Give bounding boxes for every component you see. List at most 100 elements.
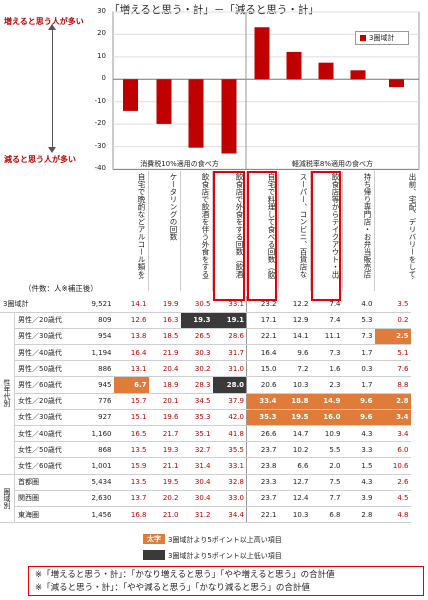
- table-cell: 22.1: [246, 328, 279, 346]
- row-label: 女性／40歳代: [14, 425, 77, 443]
- table-cell: 13.7: [113, 490, 149, 507]
- table-cell: 33.0: [212, 490, 247, 507]
- table-cell: 34.5: [180, 393, 213, 410]
- bar: [123, 79, 138, 111]
- table-cell: 26.5: [180, 328, 213, 346]
- table-cell: 19.3: [148, 441, 181, 459]
- column-separator: [342, 171, 343, 291]
- table-cell: 0.3: [342, 360, 375, 378]
- table-cell: 9.6: [342, 393, 375, 410]
- table-cell: 18.9: [148, 376, 181, 394]
- table-cell: 37.9: [212, 393, 247, 410]
- table-cell: 16.0: [310, 409, 343, 427]
- y-tick-label: 20: [97, 29, 106, 38]
- table-cell: 28.0: [212, 376, 247, 394]
- table-cell: 4.3: [342, 425, 375, 443]
- table-cell: 15.9: [113, 457, 149, 475]
- table-cell: 21.7: [148, 425, 181, 443]
- y-tick-label: -20: [94, 119, 106, 128]
- table-cell: 19.1: [212, 312, 247, 329]
- table-cell: 23.7: [246, 441, 279, 459]
- table-cell: 14.1: [113, 296, 149, 313]
- table-cell: 20.6: [246, 376, 279, 394]
- table-cell: 10.9: [310, 425, 343, 443]
- column-header: 飲食店で飲酒を伴う外食をする回数（※飲酒のみの場合も含む）: [182, 173, 210, 279]
- table-cell: 33.4: [246, 393, 279, 410]
- table-cell: 7.2: [278, 360, 311, 378]
- group-label: 性年代別: [0, 312, 15, 475]
- row-count: 5,434: [76, 474, 114, 491]
- table-cell: 14.1: [278, 328, 311, 346]
- group-label: 圏域別: [0, 474, 15, 524]
- row-count: 9,521: [76, 296, 114, 313]
- table-cell: 26.6: [246, 425, 279, 443]
- table-cell: 16.4: [246, 344, 279, 362]
- table-cell: 31.4: [180, 457, 213, 475]
- table-cell: 16.3: [148, 312, 181, 329]
- highlight-box: [213, 171, 245, 301]
- highlight-box: [311, 171, 341, 301]
- bar: [350, 70, 366, 80]
- row-label: 東海圏: [14, 506, 77, 524]
- table-cell: 7.3: [342, 328, 375, 346]
- table-cell: 33.1: [212, 296, 247, 313]
- footnote-1: ※「増えると思う・計」：「かなり増えると思う」「やや増えると思う」の合計値: [35, 570, 335, 580]
- table-cell: 15.1: [113, 409, 149, 427]
- column-separator: [278, 171, 279, 291]
- data-table: 3圏域計 9,521 14.1 19.9 30.5 33.1 23.2 12.2 7.4 4.0 3…: [0, 296, 411, 524]
- table-cell: 31.2: [180, 506, 213, 524]
- bars: [123, 27, 404, 154]
- table-row: 3圏域計 9,521 14.1 19.9 30.5 33.1 23.2 12.2 7.4 4.0 3…: [0, 296, 411, 313]
- row-count: 945: [76, 376, 114, 394]
- table-cell: 19.3: [180, 312, 213, 329]
- row-count: 776: [76, 393, 114, 410]
- table-row: 性年代別 男性／20歳代 809 12.6 16.3 19.3 19.1 17.1 12.9 7.…: [0, 312, 411, 475]
- table-row: 東海圏 1,456 16.8 21.0 31.2 34.4 22.1 10.3 6.8 2.8 4.…: [0, 506, 411, 524]
- column-separator: [310, 171, 311, 291]
- table-cell: 30.5: [180, 296, 213, 313]
- row-label: 男性／60歳代: [14, 376, 77, 394]
- table-cell: 6.8: [310, 506, 343, 524]
- column-header: ケータリングの回数: [169, 173, 178, 241]
- note-high-text: 3圏域計より5ポイント以上高い項目: [168, 536, 282, 544]
- row-label: 女性／60歳代: [14, 457, 77, 475]
- row-count: 809: [76, 312, 114, 329]
- row-count: 954: [76, 328, 114, 346]
- table-cell: 13.5: [113, 441, 149, 459]
- table-cell: 34.4: [212, 506, 247, 524]
- table-cell: 15.7: [113, 393, 149, 410]
- table-cell: 12.9: [278, 312, 311, 329]
- column-separator: [212, 171, 213, 291]
- table-cell: 12.4: [278, 490, 311, 507]
- table-cell: 30.4: [180, 490, 213, 507]
- table-cell: 1.6: [310, 360, 343, 378]
- table-cell: 3.4: [374, 409, 411, 427]
- column-header: 持ち帰り専門店・お弁当販売店などを利用する回数: [363, 173, 372, 279]
- table-cell: 7.5: [310, 474, 343, 491]
- bar: [156, 79, 172, 124]
- row-label: 3圏域計: [0, 296, 77, 313]
- table-cell: 2.8: [374, 393, 411, 410]
- row-label: 女性／20歳代: [14, 393, 77, 410]
- column-separator: [180, 171, 181, 291]
- legend-swatch: [360, 35, 366, 41]
- table-cell: 1.7: [342, 376, 375, 394]
- table-cell: 1.5: [342, 457, 375, 475]
- table-cell: 18.5: [148, 328, 181, 346]
- table-row: 女性／30歳代 927 15.1 19.6 35.3 42.0 35.3 19.5 16.0 9.…: [0, 409, 411, 427]
- table-cell: 33.1: [212, 457, 247, 475]
- table-cell: 42.0: [212, 409, 247, 427]
- table-cell: 20.2: [148, 490, 181, 507]
- table-cell: 2.6: [374, 474, 411, 491]
- table-cell: 30.2: [180, 360, 213, 378]
- row-label: 関西圏: [14, 490, 77, 507]
- table-cell: 3.3: [342, 441, 375, 459]
- table-cell: 10.3: [278, 376, 311, 394]
- row-label: 男性／50歳代: [14, 360, 77, 378]
- side-label-up: 増えると思う人が多い: [4, 17, 84, 26]
- table-cell: 32.7: [180, 441, 213, 459]
- table-cell: 16.4: [113, 344, 149, 362]
- table-cell: 16.8: [113, 506, 149, 524]
- table-row: 男性／60歳代 945 6.7 18.9 28.3 28.0 20.6 10.3 2.3 1.7 8…: [0, 376, 411, 394]
- table-cell: 4.0: [342, 296, 375, 313]
